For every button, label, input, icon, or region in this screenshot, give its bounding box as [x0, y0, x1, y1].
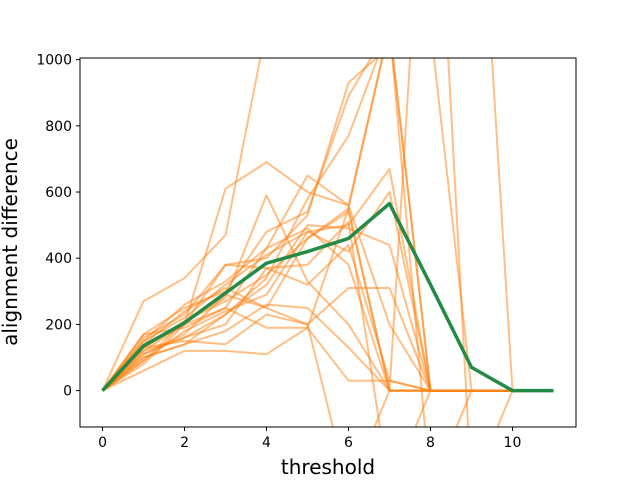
run-line-17 — [101, 58, 554, 427]
run-line-19 — [101, 227, 554, 392]
run-line-7 — [101, 191, 554, 392]
run-line-8 — [101, 224, 554, 392]
x-axis-ticks: 0 2 4 6 8 10 — [98, 427, 521, 451]
mean-series-group — [101, 201, 554, 393]
x-tick-label: 0 — [98, 435, 107, 451]
y-tick-label: 0 — [63, 384, 72, 400]
run-line-20 — [101, 210, 554, 392]
y-axis-label: alignment difference — [0, 138, 22, 346]
x-tick-label: 6 — [344, 435, 353, 451]
y-tick-label: 800 — [45, 119, 72, 135]
x-axis-label: threshold — [281, 455, 375, 479]
run-line-9 — [101, 220, 554, 427]
x-tick-label: 8 — [426, 435, 435, 451]
mean-line — [101, 201, 554, 393]
x-tick-label: 10 — [504, 435, 522, 451]
y-tick-label: 400 — [45, 251, 72, 267]
run-line-18 — [101, 58, 554, 427]
y-tick-label: 1000 — [36, 53, 72, 69]
x-tick-label: 4 — [262, 435, 271, 451]
x-tick-label: 2 — [180, 435, 189, 451]
y-tick-label: 200 — [45, 317, 72, 333]
y-axis-ticks: 0 200 400 600 800 1000 — [36, 53, 80, 400]
run-series-group — [101, 58, 554, 427]
run-line-1 — [101, 58, 262, 392]
y-tick-label: 600 — [45, 185, 72, 201]
plot-frame — [79, 57, 577, 428]
